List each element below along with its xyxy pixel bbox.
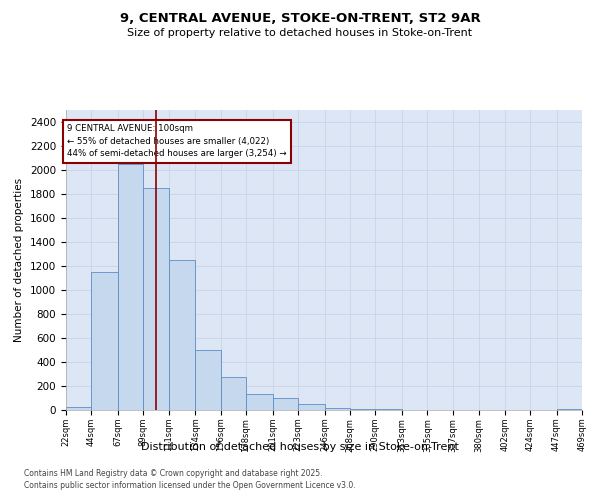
Bar bbox=[91, 272, 118, 410]
Bar bbox=[169, 260, 195, 410]
Bar bbox=[272, 398, 298, 410]
Bar bbox=[118, 164, 143, 410]
Text: Distribution of detached houses by size in Stoke-on-Trent: Distribution of detached houses by size … bbox=[141, 442, 459, 452]
Text: 9 CENTRAL AVENUE: 100sqm
← 55% of detached houses are smaller (4,022)
44% of sem: 9 CENTRAL AVENUE: 100sqm ← 55% of detach… bbox=[67, 124, 287, 158]
Bar bbox=[221, 377, 246, 410]
Text: Contains HM Land Registry data © Crown copyright and database right 2025.: Contains HM Land Registry data © Crown c… bbox=[24, 468, 323, 477]
Bar bbox=[66, 407, 91, 410]
Bar bbox=[143, 188, 169, 410]
Bar bbox=[350, 409, 376, 410]
Text: Size of property relative to detached houses in Stoke-on-Trent: Size of property relative to detached ho… bbox=[127, 28, 473, 38]
Text: 9, CENTRAL AVENUE, STOKE-ON-TRENT, ST2 9AR: 9, CENTRAL AVENUE, STOKE-ON-TRENT, ST2 9… bbox=[119, 12, 481, 26]
Bar bbox=[195, 350, 221, 410]
Bar bbox=[298, 404, 325, 410]
Bar bbox=[325, 408, 350, 410]
Text: Contains public sector information licensed under the Open Government Licence v3: Contains public sector information licen… bbox=[24, 481, 356, 490]
Y-axis label: Number of detached properties: Number of detached properties bbox=[14, 178, 25, 342]
Bar bbox=[246, 394, 272, 410]
